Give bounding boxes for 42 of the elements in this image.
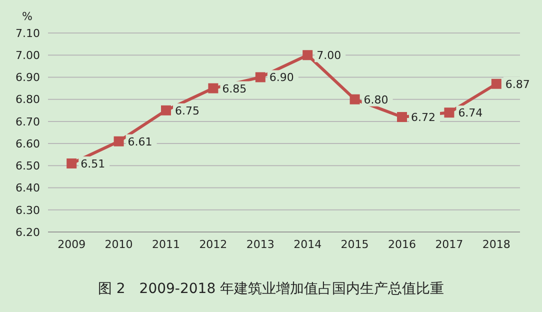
data-label: 6.90: [269, 71, 294, 84]
x-tick-label: 2014: [294, 238, 322, 251]
point: [208, 83, 218, 94]
y-tick-label: 7.00: [16, 49, 40, 62]
point: [444, 108, 454, 118]
y-tick-label: 7.10: [16, 26, 40, 40]
data-label: 7.00: [316, 49, 342, 62]
x-tick-label: 2012: [199, 238, 228, 251]
point: [350, 94, 360, 104]
y-tick-label: 6.80: [16, 93, 40, 106]
y-axis-title: %: [22, 10, 32, 23]
point: [255, 72, 266, 82]
x-tick-label: 2018: [482, 238, 510, 251]
point: [397, 112, 407, 122]
y-tick-label: 6.40: [16, 182, 40, 195]
point: [66, 158, 77, 168]
text: 图 2 2009-2018 年建筑业增加值占国内生产总值比重: [96, 280, 446, 298]
x-tick-label: 2017: [435, 238, 464, 251]
x-tick-label: 2016: [388, 238, 416, 251]
y-tick-label: 6.50: [16, 160, 40, 173]
x-tick-label: 2009: [58, 238, 86, 251]
x-tick-label: 2010: [104, 238, 133, 251]
point: [491, 78, 502, 89]
y-tick-label: 6.30: [16, 204, 40, 217]
data-label: 6.61: [128, 135, 152, 148]
data-label: 6.74: [458, 106, 483, 120]
data-label: 6.51: [80, 157, 106, 170]
data-label: 6.72: [411, 111, 436, 124]
data-label: 6.87: [505, 78, 530, 91]
x-tick-label: 2013: [246, 238, 274, 251]
data-label: 6.85: [222, 82, 247, 96]
data-label: 6.80: [364, 93, 388, 106]
point: [114, 136, 124, 146]
data-label: 6.75: [175, 104, 200, 118]
x-tick-label: 2011: [152, 238, 180, 251]
y-tick-label: 6.70: [16, 115, 40, 128]
point: [302, 50, 313, 60]
y-tick-label: 6.20: [16, 226, 40, 239]
y-tick-label: 6.60: [16, 137, 40, 150]
x-tick-label: 2015: [340, 238, 369, 251]
y-tick-label: 6.90: [16, 71, 40, 84]
point: [161, 105, 171, 116]
